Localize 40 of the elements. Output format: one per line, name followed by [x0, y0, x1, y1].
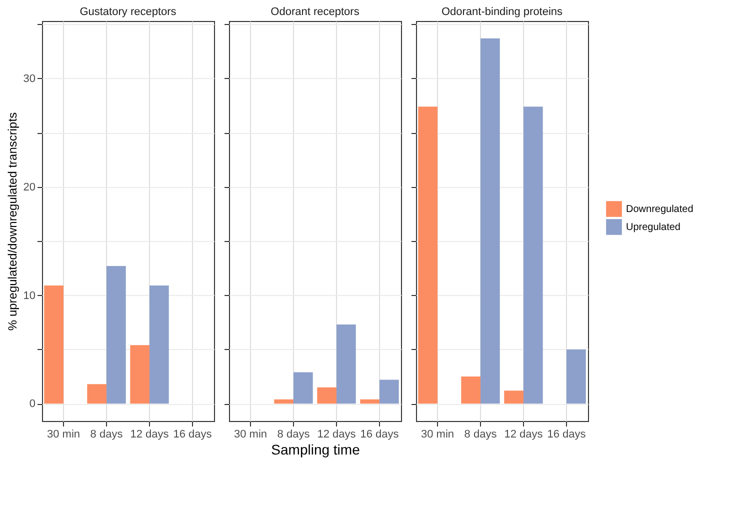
bar: [294, 372, 313, 404]
x-axis-title: Sampling time: [271, 442, 360, 458]
bar: [504, 390, 524, 404]
legend-label: Downregulated: [626, 204, 694, 215]
bar: [106, 266, 126, 404]
x-tick-label: 12 days: [317, 428, 356, 440]
y-tick-label: 20: [23, 181, 36, 194]
x-tick-label: 30 min: [46, 428, 80, 440]
bar: [130, 345, 150, 404]
legend-label: Upregulated: [626, 222, 680, 233]
x-tick-label: 16 days: [360, 428, 400, 440]
bar: [360, 399, 380, 404]
chart-title: Gustatory receptors: [80, 6, 177, 18]
y-tick-label: 0: [29, 398, 36, 410]
bar: [461, 376, 480, 404]
chart-title: Odorant-binding proteins: [441, 6, 564, 18]
y-tick-label: 10: [23, 290, 36, 302]
bar: [317, 387, 336, 404]
bar: [380, 380, 399, 404]
bar: [418, 106, 438, 404]
bar: [336, 324, 356, 404]
bar: [274, 399, 294, 404]
bar: [524, 106, 543, 404]
bar: [566, 349, 586, 404]
chart-title: Odorant receptors: [270, 6, 360, 18]
bar: [150, 286, 169, 404]
x-tick-label: 12 days: [130, 428, 170, 440]
x-tick-label: 8 days: [277, 428, 310, 440]
y-tick-label: 30: [23, 72, 36, 85]
x-tick-label: 16 days: [173, 428, 212, 440]
x-tick-label: 12 days: [504, 428, 544, 440]
x-tick-label: 16 days: [547, 428, 586, 440]
x-tick-label: 8 days: [90, 428, 124, 440]
x-tick-label: 30 min: [420, 428, 454, 440]
bar: [480, 38, 500, 404]
bar: [87, 384, 106, 404]
y-axis-title: % upregulated/downregulated transcripts: [5, 112, 20, 331]
x-tick-label: 8 days: [464, 428, 498, 440]
x-tick-label: 30 min: [234, 428, 268, 440]
bar: [44, 286, 64, 404]
